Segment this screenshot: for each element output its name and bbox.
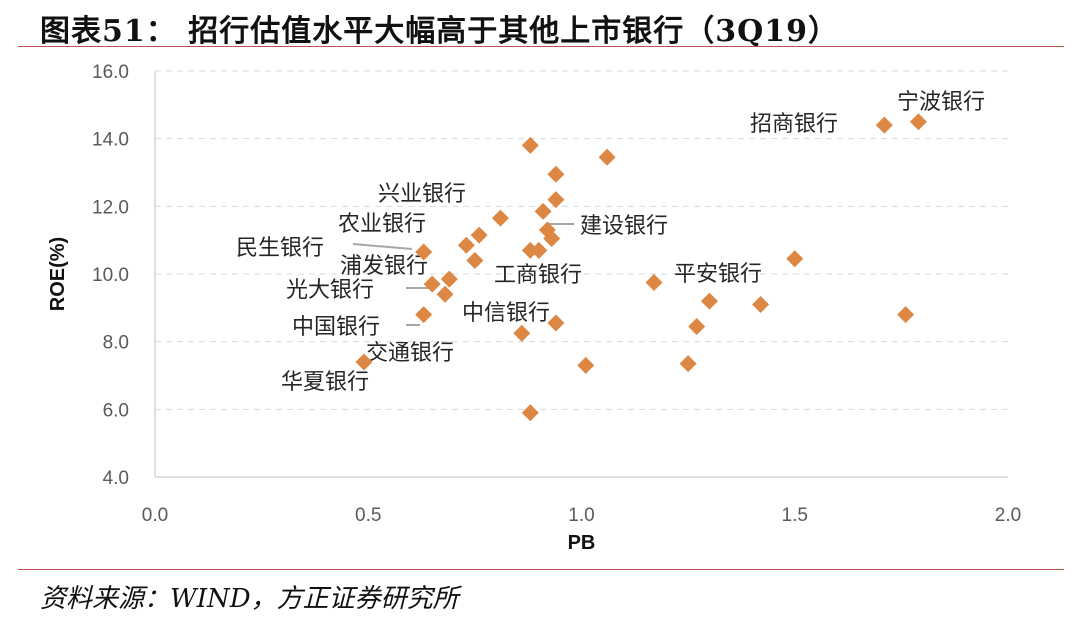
point-annotation: 交通银行 — [366, 341, 454, 366]
data-point — [491, 209, 509, 227]
x-tick-label: 0.5 — [355, 505, 381, 526]
data-point — [598, 148, 616, 166]
source-note: 资料来源：WIND，方正证券研究所 — [40, 584, 459, 614]
y-tick-label: 16.0 — [92, 62, 129, 83]
data-point — [875, 116, 893, 134]
y-axis-title: ROE(%) — [47, 237, 69, 311]
point-annotation: 农业银行 — [338, 212, 426, 237]
point-annotation: 中国银行 — [292, 315, 380, 340]
x-tick-label: 1.5 — [782, 505, 808, 526]
data-point — [466, 251, 484, 269]
data-point — [577, 356, 595, 374]
data-point — [513, 324, 531, 342]
y-tick-label: 6.0 — [103, 400, 129, 421]
title-divider — [18, 46, 1064, 47]
data-point — [786, 250, 804, 268]
data-point — [700, 292, 718, 310]
y-tick-label: 12.0 — [92, 197, 129, 218]
annotation-leader-line — [352, 243, 413, 250]
point-annotation: 平安银行 — [674, 262, 762, 287]
data-point — [423, 275, 441, 293]
data-point — [521, 241, 539, 259]
point-annotation: 中信银行 — [462, 301, 550, 326]
data-point — [645, 273, 663, 291]
data-point — [534, 202, 552, 220]
point-annotation: 浦发银行 — [340, 254, 428, 279]
data-point — [530, 241, 548, 259]
data-point — [415, 306, 433, 324]
point-annotation: 兴业银行 — [378, 182, 466, 207]
chart-title: 图表51： 招行估值水平大幅高于其他上市银行（3Q19） — [40, 14, 839, 49]
x-tick-label: 1.0 — [568, 505, 594, 526]
point-annotation: 宁波银行 — [897, 90, 985, 115]
x-axis-title: PB — [568, 532, 596, 554]
y-tick-label: 10.0 — [92, 265, 129, 286]
y-tick-label: 8.0 — [103, 333, 129, 354]
data-point — [752, 295, 770, 313]
data-point — [436, 285, 454, 303]
source-divider — [18, 569, 1064, 570]
point-annotation: 招商银行 — [750, 112, 838, 137]
point-annotation: 光大银行 — [286, 278, 374, 303]
data-point — [457, 236, 475, 254]
data-point — [547, 191, 565, 209]
data-point — [547, 165, 565, 183]
y-tick-label: 14.0 — [92, 130, 129, 151]
data-point — [679, 355, 697, 373]
data-point — [543, 229, 561, 247]
data-point — [688, 317, 706, 335]
point-annotation: 建设银行 — [580, 214, 668, 239]
x-tick-label: 2.0 — [995, 505, 1021, 526]
data-point — [415, 243, 433, 261]
data-point — [470, 226, 488, 244]
point-annotation: 民生银行 — [236, 236, 324, 261]
data-point — [897, 306, 915, 324]
data-point — [521, 136, 539, 154]
point-annotation: 华夏银行 — [281, 370, 369, 395]
x-tick-label: 0.0 — [142, 505, 168, 526]
data-point — [355, 353, 373, 371]
data-point — [440, 270, 458, 288]
point-annotation: 工商银行 — [494, 263, 582, 288]
data-point — [547, 314, 565, 332]
data-point — [909, 113, 927, 131]
y-tick-label: 4.0 — [103, 468, 129, 489]
data-point — [521, 404, 539, 422]
